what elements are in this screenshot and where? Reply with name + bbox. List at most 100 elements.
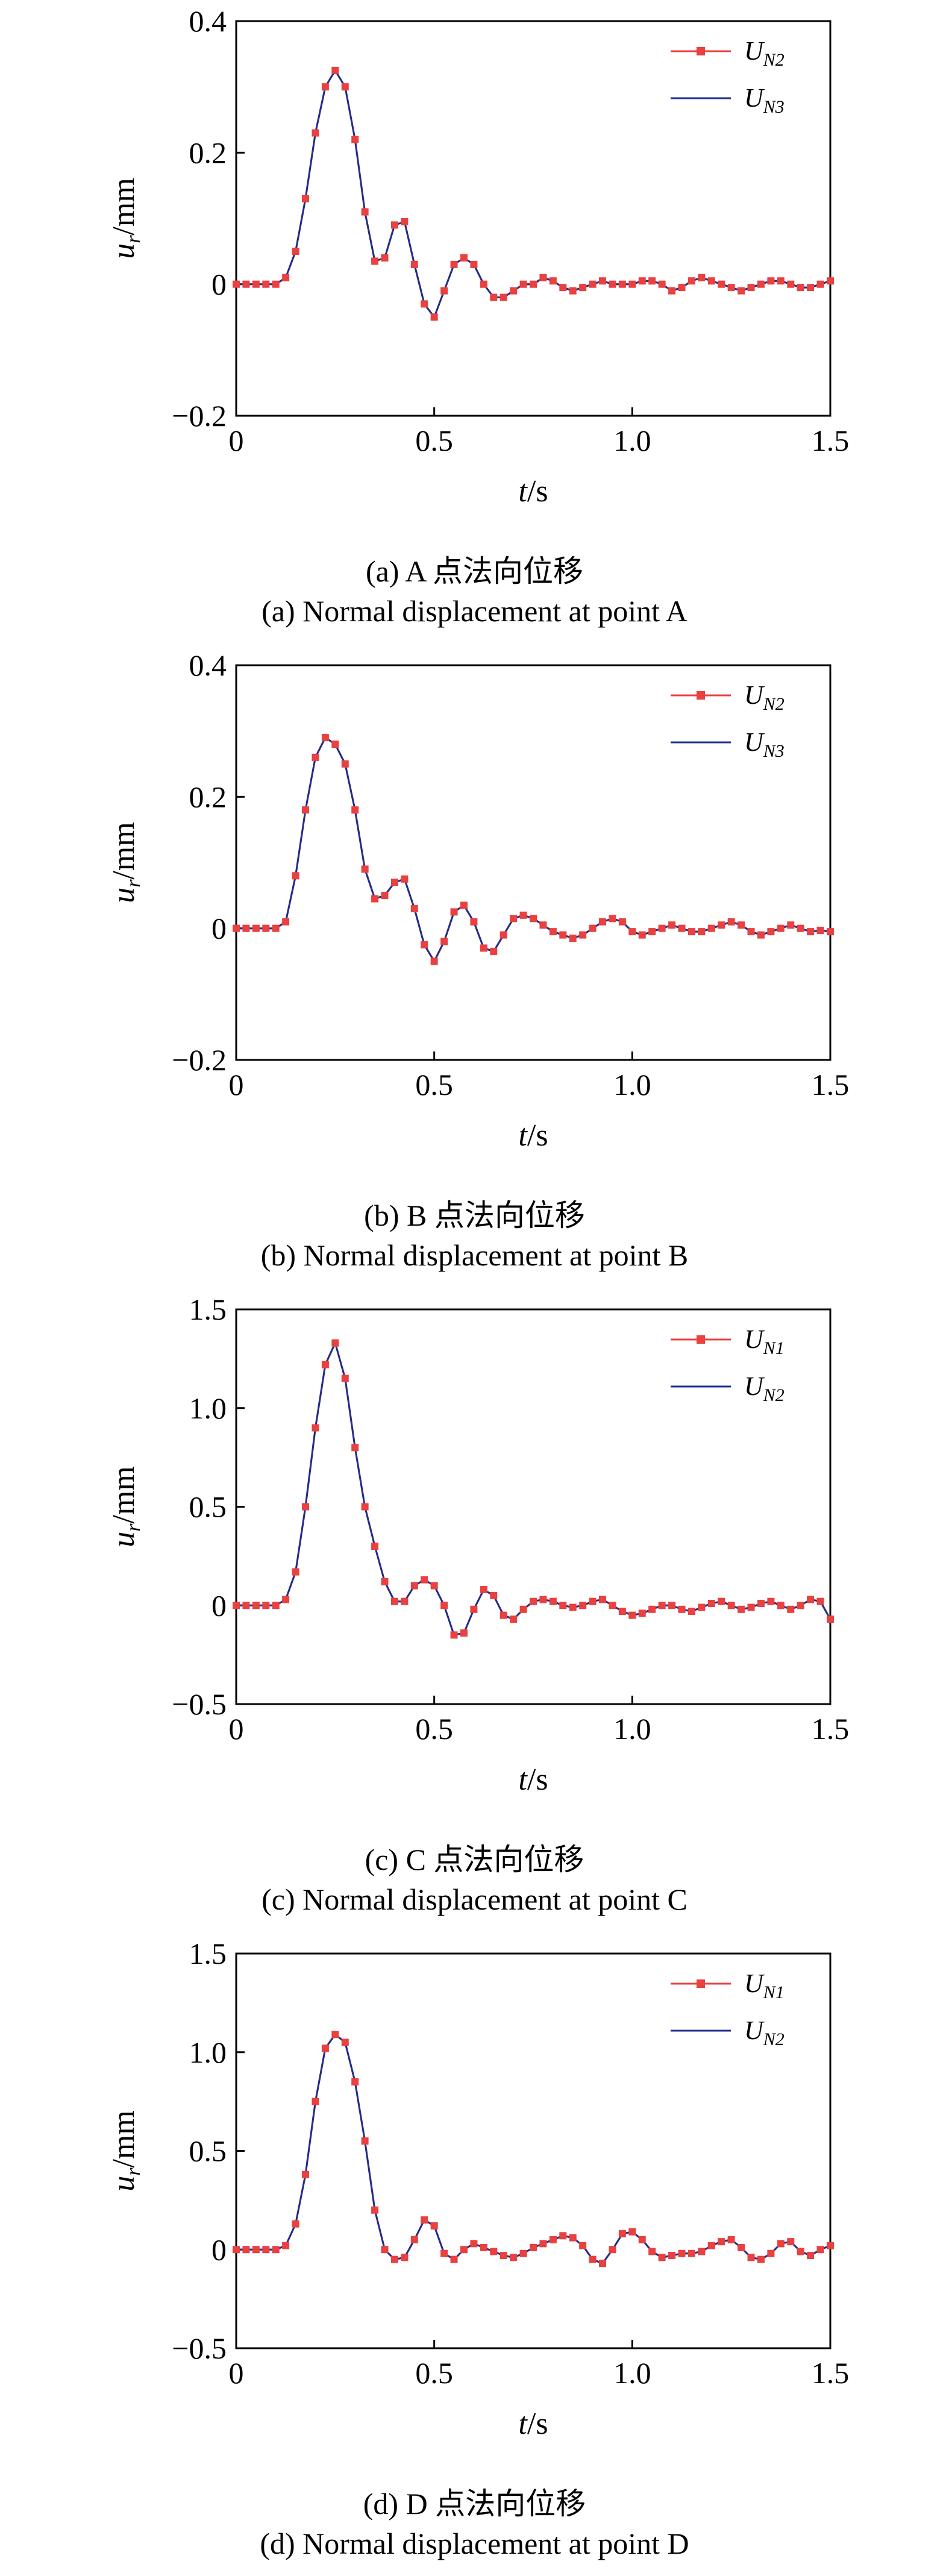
data-point — [727, 2236, 735, 2243]
data-point — [579, 931, 587, 939]
data-point — [767, 2249, 775, 2257]
y-tick-label: 0.4 — [189, 4, 227, 38]
legend-label-U_N3: UN3 — [744, 83, 785, 117]
y-axis-label-symbol: u — [107, 888, 141, 903]
y-tick-label: 0 — [211, 2233, 227, 2266]
data-point — [807, 2252, 815, 2260]
series-line-U_N3 — [236, 68, 831, 319]
data-point — [816, 926, 824, 934]
data-point — [698, 2248, 706, 2255]
data-point — [718, 921, 725, 929]
data-point — [430, 2222, 438, 2230]
y-tick-label: −0.2 — [172, 399, 227, 433]
data-point — [687, 2249, 695, 2257]
legend-marker-U_N1 — [697, 1979, 705, 1988]
data-point — [351, 136, 359, 143]
data-point — [410, 1582, 418, 1590]
data-point — [371, 2206, 379, 2214]
data-point — [609, 280, 616, 288]
legend-label-symbol: U — [744, 1969, 765, 1998]
x-axis-label: t/s — [518, 2407, 548, 2441]
data-point — [262, 2246, 270, 2254]
legend-label-U_N1: UN1 — [744, 1324, 785, 1358]
data-point — [262, 280, 270, 288]
y-axis-label-symbol: u — [107, 1532, 141, 1547]
legend-label-U_N2: UN2 — [744, 2016, 785, 2049]
y-tick-label: 0.2 — [189, 136, 227, 169]
data-point — [331, 66, 339, 74]
data-point — [638, 2236, 646, 2243]
x-tick-label: 0.5 — [415, 424, 453, 457]
data-point — [272, 1602, 280, 1609]
plot-frame — [235, 664, 832, 1061]
data-point — [747, 2254, 755, 2261]
data-point — [500, 2252, 507, 2260]
data-point — [609, 915, 616, 923]
data-point — [687, 277, 695, 285]
y-tick-label: −0.5 — [172, 1687, 227, 1721]
x-tick-label: 0.5 — [415, 1068, 453, 1102]
data-point — [618, 918, 626, 926]
legend-label-subscript: N2 — [763, 50, 785, 70]
data-point — [500, 931, 507, 939]
data-point — [440, 287, 448, 295]
data-point — [549, 1597, 557, 1605]
data-point — [351, 1444, 359, 1452]
data-point — [569, 287, 577, 295]
data-point — [341, 2039, 349, 2046]
data-point — [777, 277, 785, 285]
data-point — [401, 1597, 409, 1605]
data-point — [341, 1374, 349, 1382]
data-point — [638, 277, 646, 285]
y-axis-label-subscript: r — [122, 235, 145, 243]
y-axis-label-symbol: u — [107, 2176, 141, 2192]
data-point — [648, 277, 656, 285]
data-point — [233, 924, 240, 932]
data-point — [718, 280, 725, 288]
y-tick-label: 0.5 — [189, 2134, 227, 2168]
data-point — [440, 938, 448, 945]
data-point — [272, 924, 280, 932]
x-tick-label: 0 — [229, 1712, 244, 1746]
data-point — [569, 935, 577, 942]
legend-label-subscript: N2 — [763, 694, 785, 714]
data-point — [500, 1611, 507, 1619]
data-point — [539, 1596, 547, 1603]
y-tick-label: 0.5 — [189, 1490, 227, 1524]
data-point — [272, 2246, 280, 2254]
data-point — [530, 280, 537, 288]
data-point — [242, 1602, 250, 1609]
series-line-U_N2 — [236, 68, 831, 319]
data-point — [401, 218, 409, 225]
legend-label-subscript: N2 — [763, 1385, 785, 1405]
legend-label-symbol: U — [744, 1324, 765, 1354]
data-point — [757, 280, 765, 288]
data-point — [341, 760, 349, 768]
data-point — [510, 2254, 518, 2261]
data-point — [797, 1602, 804, 1609]
data-point — [628, 280, 636, 288]
caption-en-d: (d) Normal displacement at point D — [260, 2527, 689, 2560]
series-markers-U_N2 — [233, 66, 834, 321]
x-tick-label: 1.5 — [812, 424, 850, 457]
data-point — [401, 875, 409, 883]
data-point — [282, 1596, 290, 1603]
data-point — [777, 1602, 785, 1609]
data-point — [807, 1596, 815, 1603]
panel-a: −0.2 0 0.2 0.4 0 0.5 1.0 1.5 t/s ur/mm UN2 UN3 (a) … — [0, 0, 949, 644]
data-point — [767, 928, 775, 936]
x-tick-label: 0 — [229, 424, 244, 457]
data-point — [807, 928, 815, 936]
x-axis-label-symbol: t — [518, 1763, 528, 1797]
data-point — [628, 1611, 636, 1619]
data-point — [510, 915, 518, 923]
data-point — [816, 1597, 824, 1605]
legend-marker-U_N1 — [697, 1335, 705, 1344]
data-point — [242, 924, 250, 932]
caption-cn-d: (d) D 点法向位移 — [363, 2487, 586, 2521]
data-point — [331, 2031, 339, 2039]
y-tick-label: −0.5 — [172, 2331, 227, 2365]
data-point — [480, 2243, 487, 2251]
x-tick-label: 1.5 — [812, 2356, 850, 2390]
